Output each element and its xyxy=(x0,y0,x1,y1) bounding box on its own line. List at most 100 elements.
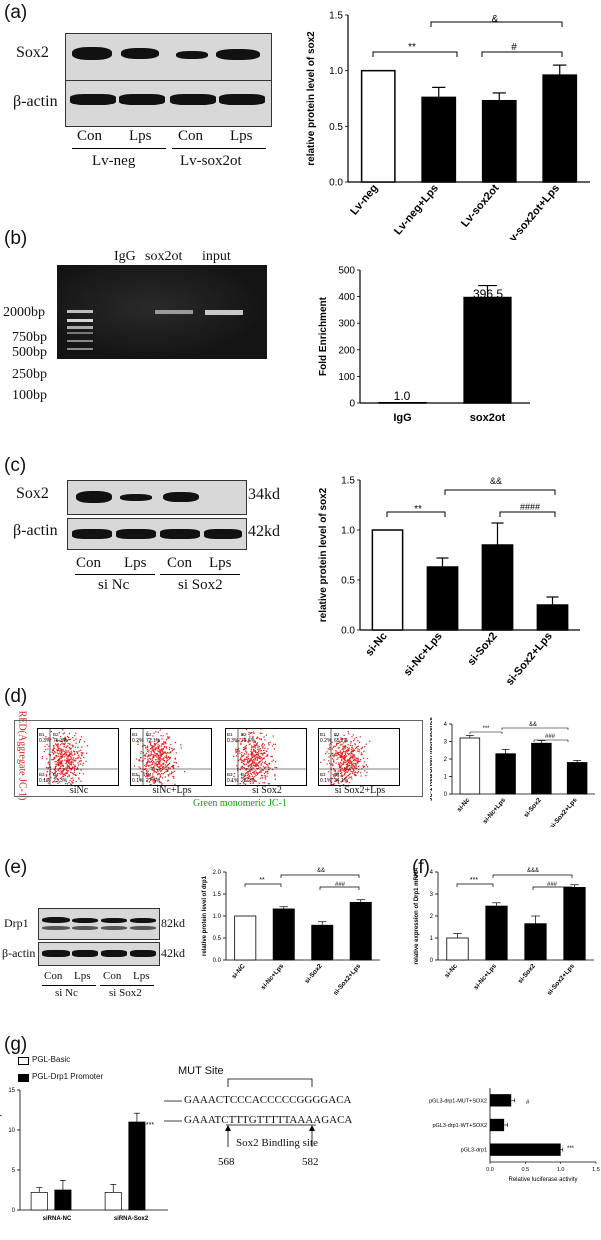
category-label: si-Sox2 xyxy=(517,962,537,985)
sig-label: ** xyxy=(408,42,416,53)
facs-plot-label: siNc xyxy=(69,785,89,796)
mut-site-label: MUT Site xyxy=(178,1065,224,1077)
legend-label: PGL-Basic xyxy=(32,1055,71,1064)
facs-x-label: Green monomeric JC-1 xyxy=(193,798,287,809)
category-label: Lv-sox2ot+Lps xyxy=(503,182,562,240)
tick-label: 1.0 xyxy=(213,914,222,920)
size-label: 82kd xyxy=(161,916,185,930)
tick-label: 1.0 xyxy=(341,526,355,537)
bar xyxy=(54,1189,72,1211)
sig-label: *** xyxy=(470,877,478,884)
bar xyxy=(459,737,481,795)
category-label: sox2ot xyxy=(470,412,506,424)
blot-row-label: Sox2 xyxy=(16,485,49,502)
panel-letter-f: (f) xyxy=(412,857,430,878)
tick-label: 0.0 xyxy=(486,1167,494,1173)
group-label: si Sox2 xyxy=(178,577,223,593)
lane-label: Con xyxy=(76,555,102,571)
blot-row-label: Sox2 xyxy=(16,44,49,61)
category-label: si-Nc xyxy=(363,630,389,658)
category-label: si-Sox2 xyxy=(465,630,499,668)
category-label: si-Nc xyxy=(456,797,472,814)
facs-plot: B1 0.2% B2 65.7% B3 0.1% B4 34.1% xyxy=(318,728,400,786)
tick-label: 0 xyxy=(430,958,434,964)
lane-label: Con xyxy=(167,555,193,571)
group-label: si Sox2 xyxy=(109,987,142,999)
bar xyxy=(536,604,569,631)
axis-label: Relative luciferase activity xyxy=(508,1177,577,1183)
quadrant-value: 0.2% xyxy=(320,738,332,744)
panel-letter-e: (e) xyxy=(4,857,28,878)
category-label: IgG xyxy=(393,412,411,424)
ladder-label: 2000bp xyxy=(3,305,45,320)
tick-label: 0.0 xyxy=(341,626,355,637)
quadrant-value: 0.3% xyxy=(39,738,51,744)
bar xyxy=(481,99,517,183)
sig-label: # xyxy=(511,42,517,53)
bar xyxy=(426,566,459,631)
category-label: si-Nc+Lps xyxy=(402,630,445,678)
blot-row-label: β-actin xyxy=(13,93,58,110)
category-label: si-Nc+Lps xyxy=(473,962,499,991)
tick-label: 0 xyxy=(349,399,355,410)
tick-label: 0 xyxy=(12,1208,16,1214)
category-label: si-Nc+Lps xyxy=(482,796,508,825)
tick-label: 10 xyxy=(8,1128,15,1134)
gel-lane-label: IgG xyxy=(114,249,136,264)
tick-label: 1.0 xyxy=(329,66,343,77)
sig-label: && xyxy=(529,722,537,728)
bar xyxy=(30,1192,48,1211)
category-label: siRNA-Sox2 xyxy=(114,1216,149,1222)
bar-chart-g1: *** 0 5 10 15 relative luciferase activity si… xyxy=(0,1088,168,1222)
bar xyxy=(421,96,457,183)
sig-label: #### xyxy=(520,502,540,512)
bar xyxy=(128,1121,146,1211)
tick-label: 300 xyxy=(338,319,355,330)
hbar-chart-g2: # *** 0.0 0.5 1.0 1.5 Relative luciferase ac… xyxy=(429,1088,600,1183)
bar-chart-a: ** & # 0.0 0.5 1.0 1.5 relative protein leve… xyxy=(306,11,590,240)
sig-label: ### xyxy=(335,882,346,888)
axis-label: relative protein level of drp1 xyxy=(202,875,208,956)
ladder-label: 100bp xyxy=(12,388,47,403)
sig-label: *** xyxy=(146,1122,154,1129)
sig-label: # xyxy=(526,1100,530,1106)
tick-label: 100 xyxy=(338,372,355,383)
western-blot-c-actin xyxy=(67,518,247,550)
sig-label: *** xyxy=(567,1146,575,1152)
quadrant-label: B1 xyxy=(39,732,45,737)
tick-label: 15 xyxy=(8,1088,15,1094)
bar xyxy=(490,1118,505,1132)
tick-label: 400 xyxy=(338,292,355,303)
bar xyxy=(360,69,396,183)
lane-label: Lps xyxy=(124,555,147,571)
tick-label: 1.5 xyxy=(341,476,355,487)
tick-label: 0 xyxy=(444,792,448,798)
quadrant-label: B4 xyxy=(53,772,59,777)
bar-chart-d: *** && ### 0 1 2 3 4 JC-1 Red/Green fluoresce… xyxy=(430,716,595,827)
panel-letter-g: (g) xyxy=(4,1034,28,1055)
quadrant-value: 0.1% xyxy=(132,778,144,784)
tick-label: 5 xyxy=(12,1168,16,1174)
position-label: 568 xyxy=(218,1156,235,1168)
axis-label: Fold Enrichment xyxy=(318,296,329,376)
facs-plot-label: si Sox2 xyxy=(252,785,282,796)
tick-label: 0.5 xyxy=(341,576,355,587)
quadrant-label: B1 xyxy=(320,732,326,737)
category-label: Lv-neg xyxy=(348,182,380,217)
legend-label: PGL-Drp1 Promoter xyxy=(32,1072,104,1081)
gel-lane-label: sox2ot xyxy=(145,249,183,264)
category-label: Lv-neg+Lps xyxy=(392,182,441,237)
quadrant-value: 0.1% xyxy=(320,778,332,784)
quadrant-value: 65.7% xyxy=(334,738,349,744)
western-blot-e-drp1 xyxy=(38,908,160,940)
blot-row-label: Drp1 xyxy=(4,916,29,930)
sig-label: ** xyxy=(259,877,265,884)
gel-lane-label: input xyxy=(202,249,231,264)
axis-label: relative luciferase activity xyxy=(0,1113,2,1187)
category-label: pGL3-drp1-MUT+SOX2 xyxy=(429,1098,487,1104)
quadrant-label: B3 xyxy=(39,772,45,777)
western-blot-e-actin xyxy=(38,942,160,966)
tick-label: 2 xyxy=(444,757,448,763)
sequence-diagram xyxy=(164,1078,316,1147)
